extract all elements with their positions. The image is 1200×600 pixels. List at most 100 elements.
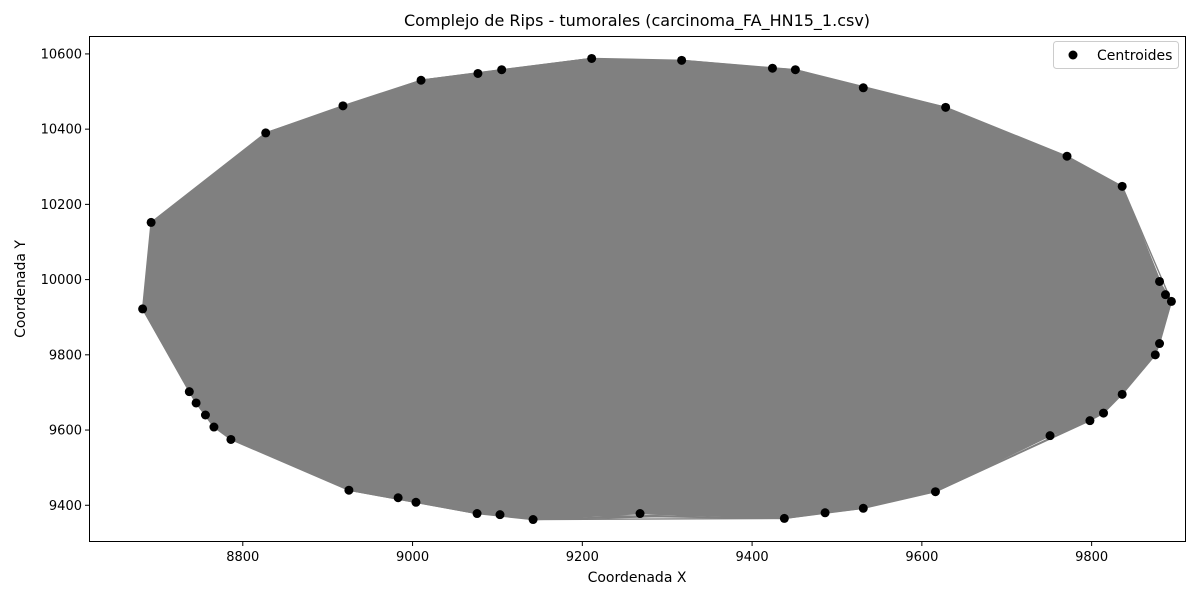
rips-edge xyxy=(189,390,826,514)
rips-edge xyxy=(501,69,826,514)
rips-edge xyxy=(398,412,1104,499)
rips-edge xyxy=(196,393,1123,404)
rips-edge xyxy=(204,105,344,416)
rips-edge xyxy=(189,390,785,520)
rips-edge xyxy=(230,73,479,440)
rips-edge xyxy=(189,293,1166,393)
centroid-point xyxy=(1160,290,1170,300)
centroid-point xyxy=(191,398,201,408)
rips-edge xyxy=(189,391,534,521)
rips-edges xyxy=(141,57,1173,521)
rips-edge xyxy=(189,155,1068,393)
centroid-point xyxy=(184,387,194,397)
rips-edge xyxy=(213,87,864,428)
rips-edge xyxy=(213,185,1123,428)
rips-edge xyxy=(783,69,797,519)
centroid-point xyxy=(635,509,645,519)
rips-edge xyxy=(189,354,1156,393)
rips-edge xyxy=(499,185,1123,516)
rips-edge xyxy=(824,87,864,513)
rips-edge xyxy=(213,426,350,491)
rips-edge xyxy=(935,435,1051,493)
rips-edge xyxy=(783,185,1123,519)
rips-edge xyxy=(591,57,1051,437)
rips-edge xyxy=(189,390,1104,414)
rips-edge xyxy=(415,280,1160,503)
rips-edge xyxy=(783,107,947,519)
y-tick-label: 9400 xyxy=(49,499,82,514)
rips-edge xyxy=(189,300,1172,393)
rips-edge xyxy=(348,185,1123,491)
x-tick-label: 9800 xyxy=(1075,550,1108,565)
rips-edge xyxy=(204,132,267,416)
rips-edge xyxy=(205,106,946,416)
rips-edge xyxy=(189,390,1123,396)
rips-edge xyxy=(784,512,826,520)
centroid-point xyxy=(416,75,426,85)
rips-edge xyxy=(533,517,785,521)
rips-edge xyxy=(189,391,478,515)
rips-edge xyxy=(935,342,1160,493)
rips-edge xyxy=(142,308,478,515)
legend: Centroides xyxy=(1053,41,1179,69)
rips-edge xyxy=(189,390,1090,422)
rips-edge xyxy=(348,59,683,491)
centroid-point xyxy=(1150,350,1160,360)
x-tick-label: 9600 xyxy=(905,550,938,565)
rips-edge xyxy=(213,69,796,428)
rips-edge xyxy=(862,300,1172,509)
rips-edge xyxy=(195,402,350,491)
centroid-point xyxy=(209,422,219,432)
rips-edge xyxy=(420,79,641,514)
rips-edge xyxy=(188,67,773,393)
rips-edge xyxy=(639,434,1051,515)
centroid-point xyxy=(138,304,148,314)
rips-edge xyxy=(476,67,774,514)
centroid-point xyxy=(779,513,789,523)
rips-edge xyxy=(195,69,503,404)
rips-edge xyxy=(195,185,1123,404)
plot-frame xyxy=(89,36,1186,542)
rips-edge xyxy=(213,67,773,428)
centroid-point xyxy=(226,434,236,444)
rips-edge xyxy=(415,106,947,503)
rips-edge xyxy=(213,106,946,428)
rips-edge xyxy=(499,354,1156,516)
rips-edge xyxy=(213,426,501,516)
legend-box xyxy=(1053,41,1179,69)
x-axis-label: Coordenada X xyxy=(588,570,687,586)
legend-marker-centroides xyxy=(1068,50,1078,60)
centroid-point xyxy=(941,102,951,112)
rips-edge xyxy=(230,87,864,441)
y-axis-ticks: 9400 9600 9800 10000 10200 10400 10600 xyxy=(41,47,90,514)
rips-edge xyxy=(213,419,1090,428)
rips-edge xyxy=(213,155,1068,428)
centroid-point xyxy=(1166,296,1176,306)
rips-edge xyxy=(348,412,1104,491)
centroid-point xyxy=(393,493,403,503)
rips-edge xyxy=(415,69,503,503)
rips-edge xyxy=(142,308,190,393)
y-tick-label: 10200 xyxy=(41,198,82,213)
x-axis-ticks: 8800 9000 9200 9400 9600 9800 xyxy=(226,541,1108,565)
rips-edge xyxy=(205,414,785,520)
centroid-point xyxy=(790,65,800,75)
centroid-point xyxy=(473,68,483,78)
y-tick-label: 10600 xyxy=(41,47,82,62)
centroid-point xyxy=(146,217,156,227)
rips-edge xyxy=(196,402,1051,437)
rips-edge xyxy=(591,57,1160,283)
rips-edge xyxy=(795,69,1172,303)
centroid-points xyxy=(138,53,1176,525)
rips-edge xyxy=(205,155,1068,416)
centroid-point xyxy=(677,55,687,65)
rips-edge xyxy=(501,69,1068,157)
rips-edge xyxy=(189,391,501,516)
rips-edge xyxy=(639,69,797,514)
centroid-point xyxy=(1099,408,1109,418)
centroid-point xyxy=(411,497,421,507)
rips-edge xyxy=(862,294,1166,509)
rips-edge xyxy=(150,132,267,223)
rips-edge xyxy=(205,414,1090,422)
rips-edge xyxy=(532,67,774,520)
